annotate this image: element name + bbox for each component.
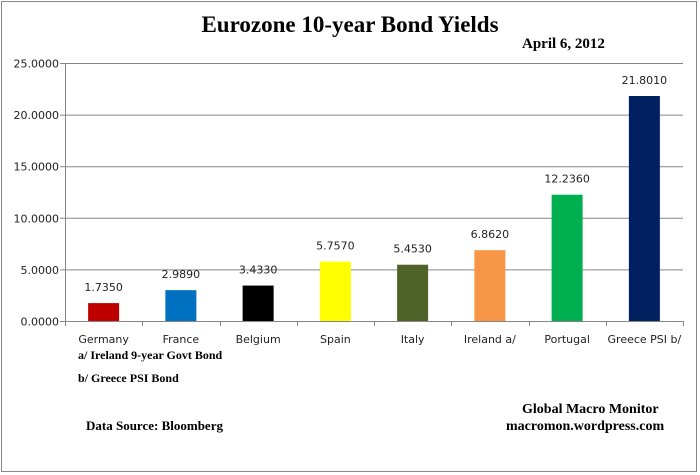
y-tick-label: 20.0000 (14, 109, 60, 122)
chart-title: Eurozone 10-year Bond Yields (201, 12, 499, 37)
bar-5 (474, 250, 506, 321)
y-tick-label: 25.0000 (14, 58, 60, 71)
data-source: Data Source: Bloomberg (86, 418, 223, 433)
bar-7 (628, 96, 660, 322)
x-tick-label: France (163, 333, 200, 346)
bar-1 (165, 290, 197, 321)
x-tick-label: Germany (78, 333, 129, 346)
bar-6 (551, 194, 583, 321)
bar-4 (397, 264, 429, 321)
bar-3 (319, 261, 351, 321)
data-label: 5.7570 (316, 240, 355, 253)
y-tick-label: 15.0000 (14, 161, 60, 174)
data-label: 5.4530 (393, 243, 432, 256)
y-tick-label: 0.0000 (21, 316, 60, 329)
data-label: 2.9890 (162, 268, 201, 281)
footnote-a: a/ Ireland 9-year Govt Bond (78, 348, 223, 362)
y-tick-label: 5.0000 (21, 264, 60, 277)
chart-date: April 6, 2012 (522, 36, 605, 52)
data-label: 6.8620 (471, 228, 510, 241)
x-tick-label: Spain (320, 333, 351, 346)
credit-name: Global Macro Monitor (522, 402, 659, 417)
y-tick-label: 10.0000 (14, 212, 60, 225)
x-tick-label: Belgium (236, 333, 281, 346)
bar-0 (88, 303, 120, 321)
x-tick-label: Italy (401, 333, 425, 346)
credit-url: macromon.wordpress.com (506, 419, 665, 434)
data-label: 12.2360 (544, 173, 590, 186)
data-label: 21.8010 (622, 74, 668, 87)
bar-2 (242, 285, 274, 321)
x-tick-label: Ireland a/ (464, 333, 516, 346)
footnote-b: b/ Greece PSI Bond (78, 371, 179, 385)
x-tick-label: Greece PSI b/ (608, 333, 682, 346)
x-tick-label: Portugal (544, 333, 590, 346)
data-label: 3.4330 (239, 264, 278, 277)
data-label: 1.7350 (84, 281, 123, 294)
